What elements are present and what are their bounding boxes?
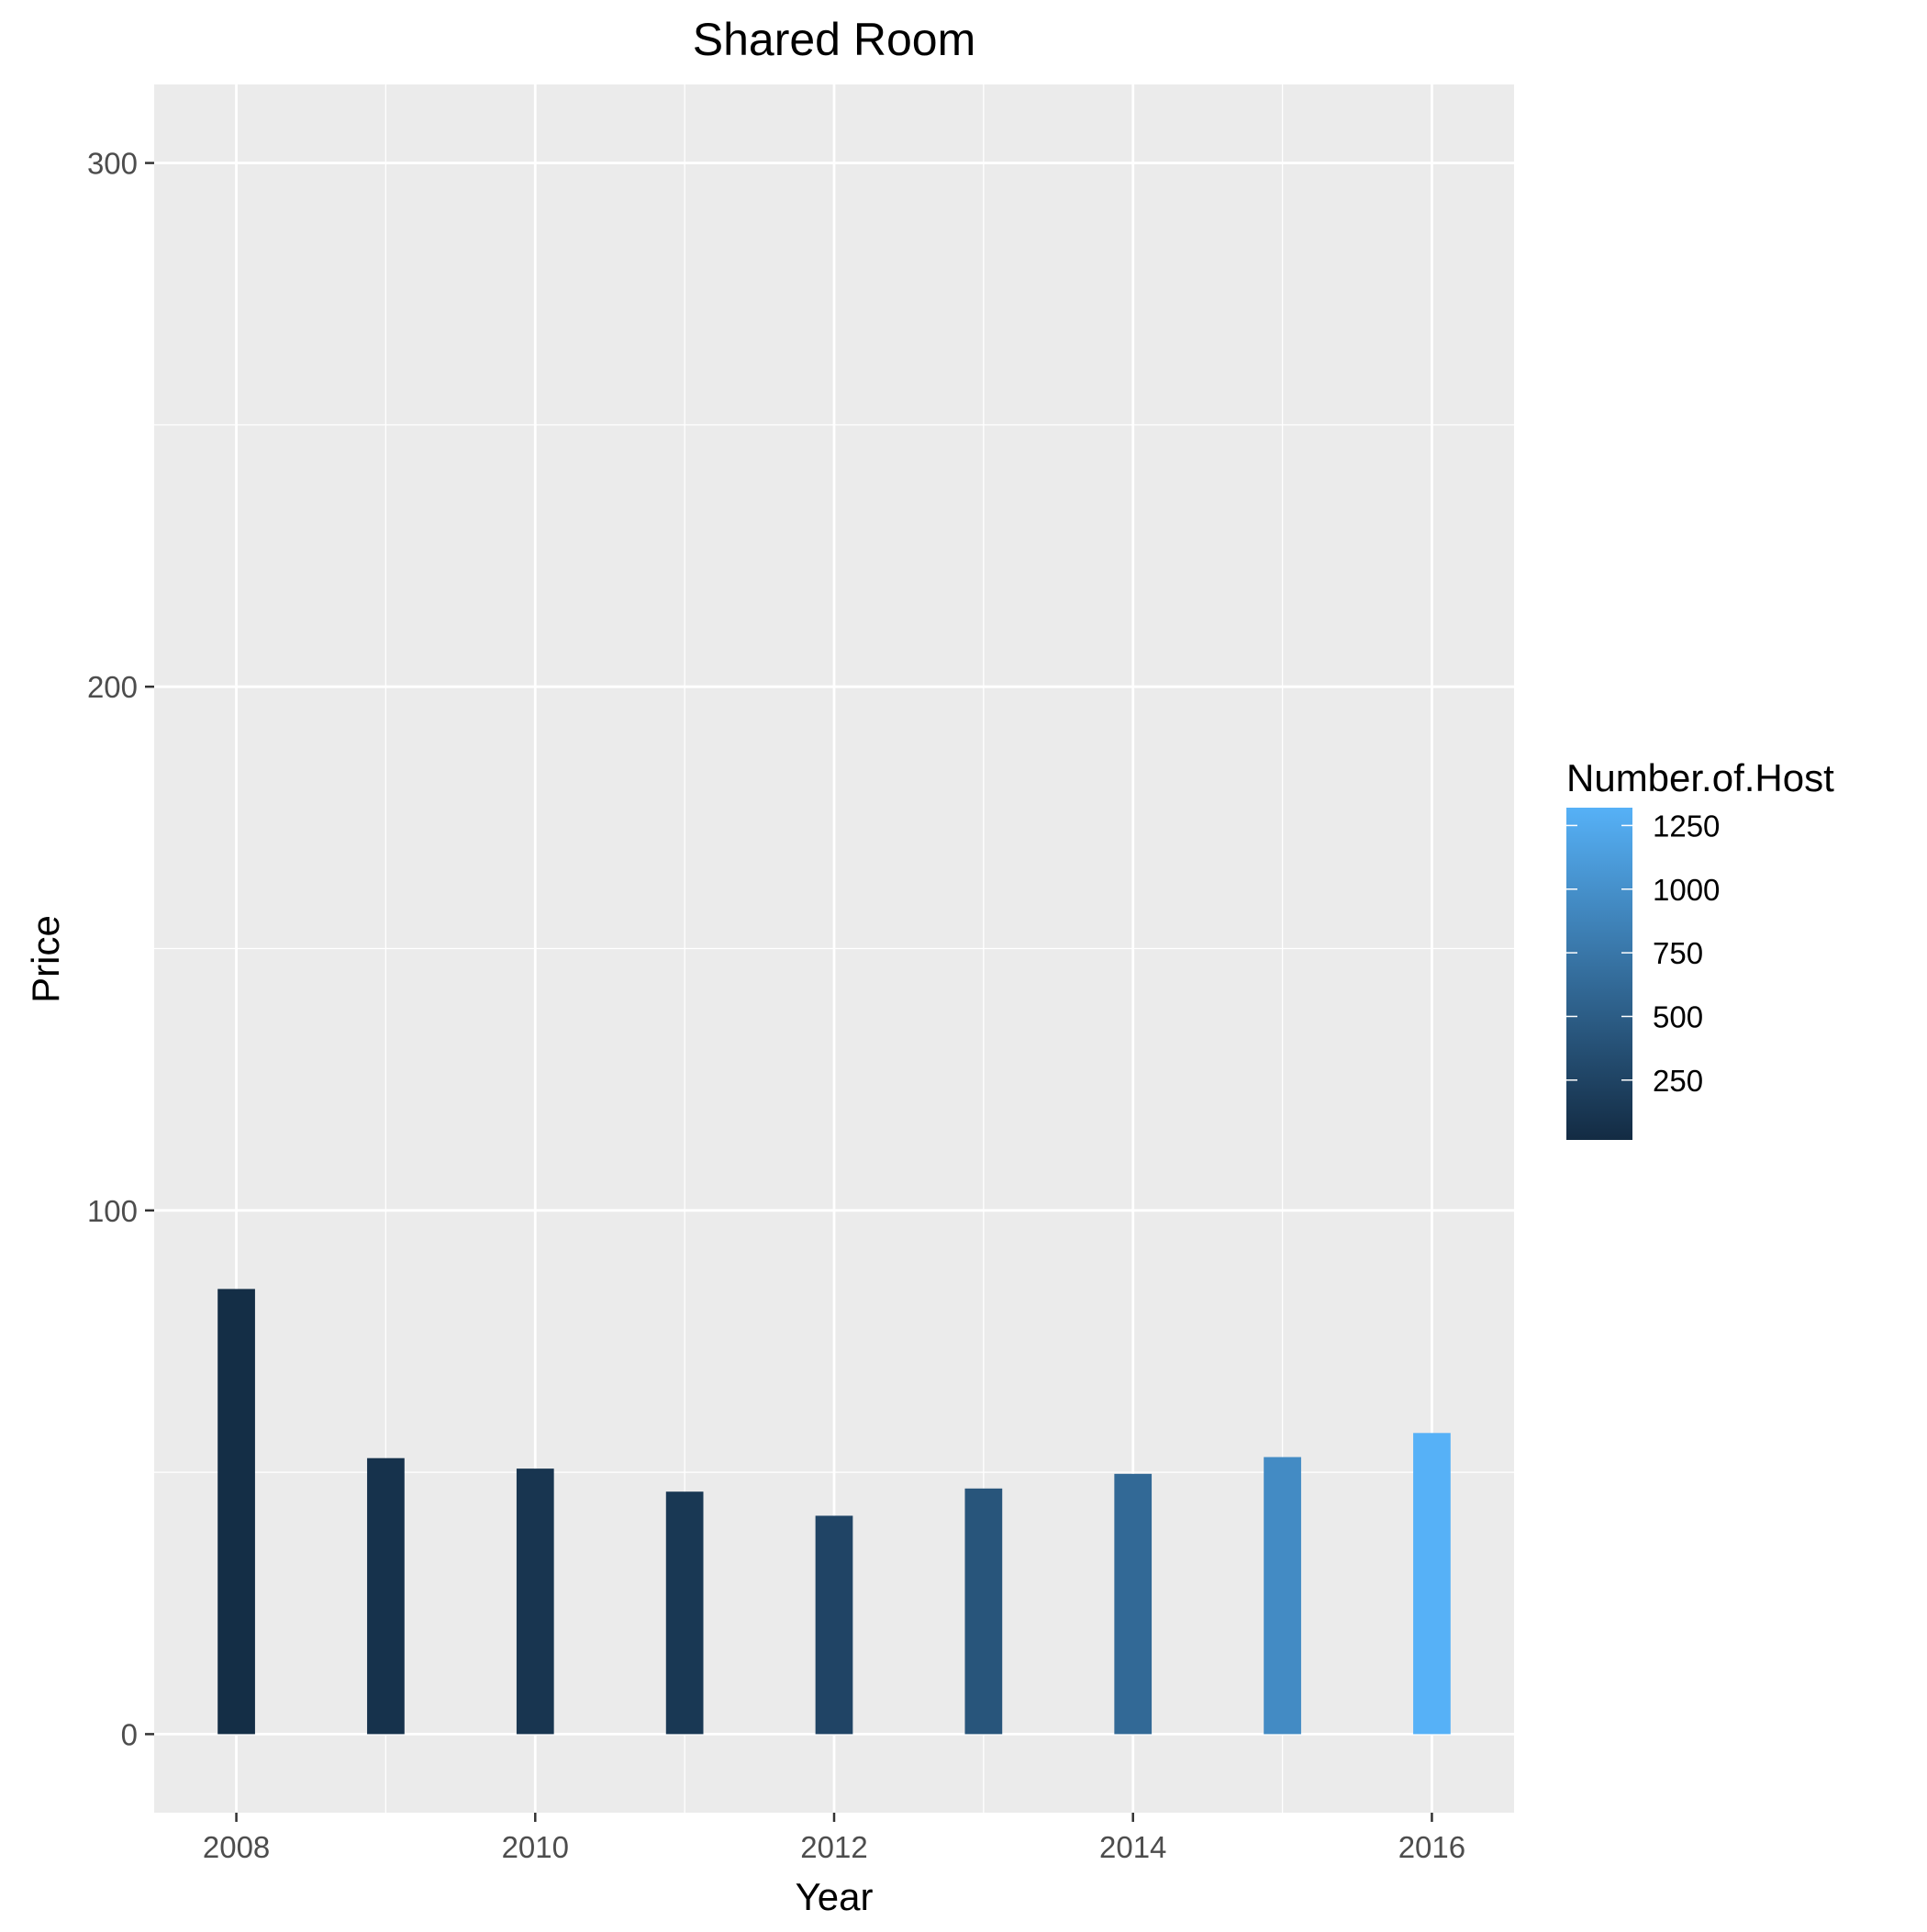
axis-ticks — [145, 162, 1433, 1822]
legend-colorbar — [1566, 808, 1632, 1140]
legend-label: 1000 — [1653, 873, 1720, 907]
bar-2013 — [964, 1488, 1003, 1735]
color-legend: Number.of.Host 250 500 750 1000 1250 — [1566, 756, 1834, 1140]
bar-2016 — [1413, 1433, 1451, 1735]
bar-2009 — [367, 1457, 405, 1735]
bars — [217, 1289, 1451, 1735]
y-tick-label: 0 — [121, 1717, 138, 1751]
y-tick-label: 300 — [87, 147, 138, 181]
legend-label: 250 — [1653, 1064, 1703, 1098]
x-tick-label: 2016 — [1398, 1830, 1465, 1864]
bar-2012 — [815, 1515, 853, 1735]
x-tick-labels: 2008 2010 2012 2014 2016 — [203, 1830, 1465, 1864]
legend-title: Number.of.Host — [1566, 756, 1834, 799]
x-tick-label: 2010 — [502, 1830, 569, 1864]
legend-labels: 250 500 750 1000 1250 — [1653, 809, 1720, 1097]
x-tick-label: 2014 — [1099, 1830, 1166, 1864]
legend-label: 750 — [1653, 936, 1703, 970]
x-tick-label: 2012 — [800, 1830, 867, 1864]
y-axis-title: Price — [24, 915, 67, 1003]
bar-2008 — [217, 1289, 255, 1735]
x-tick-label: 2008 — [203, 1830, 270, 1864]
bar-2011 — [665, 1491, 704, 1735]
legend-ticks — [1566, 824, 1632, 1081]
legend-label: 1250 — [1653, 809, 1720, 843]
x-axis-title: Year — [796, 1875, 874, 1918]
legend-label: 500 — [1653, 1000, 1703, 1033]
chart-title: Shared Room — [693, 14, 976, 65]
y-tick-label: 100 — [87, 1194, 138, 1228]
bar-2015 — [1264, 1457, 1301, 1735]
y-tick-labels: 0 100 200 300 — [87, 147, 138, 1752]
bar-2010 — [516, 1469, 554, 1735]
bar-2014 — [1114, 1473, 1153, 1735]
y-tick-label: 200 — [87, 670, 138, 704]
